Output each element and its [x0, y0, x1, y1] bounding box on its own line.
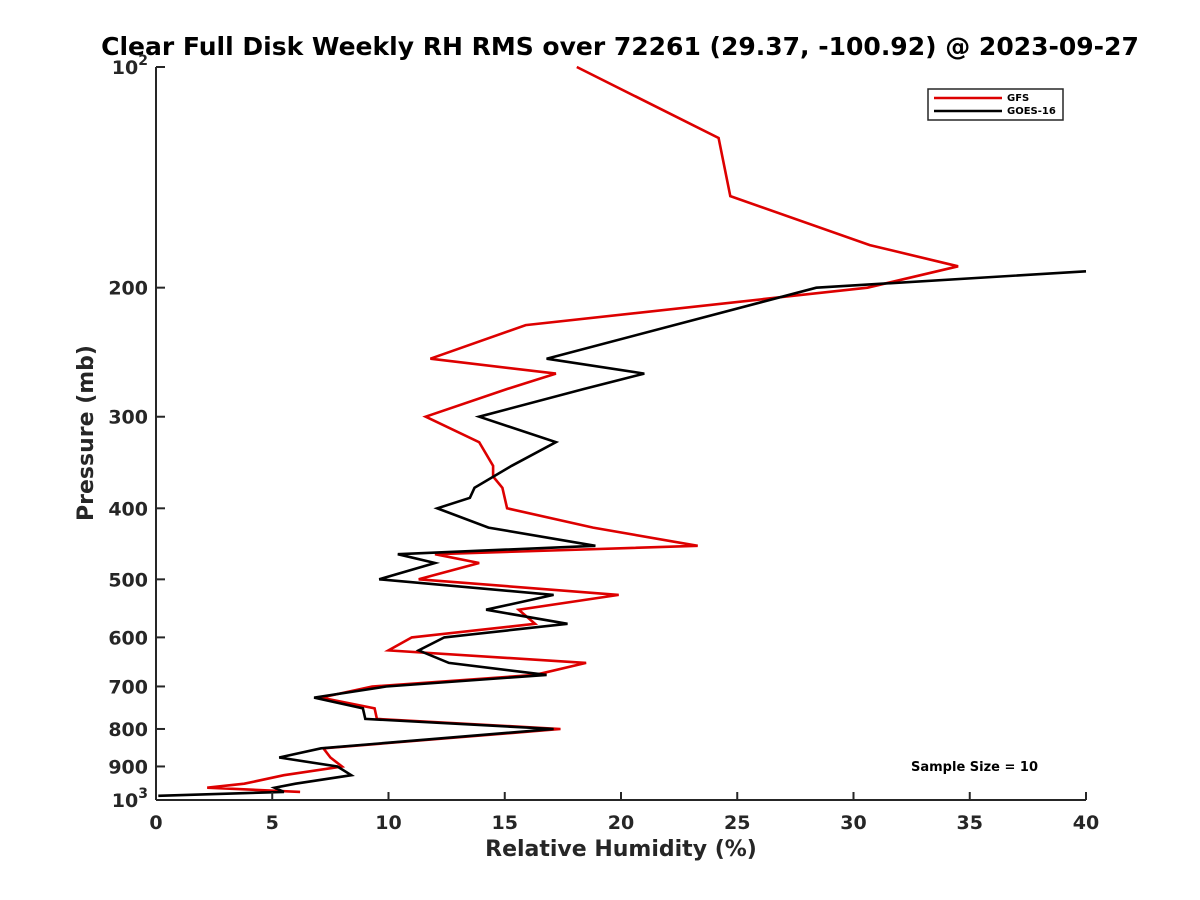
series-layer — [158, 65, 1087, 798]
plot-area — [156, 67, 1086, 800]
y-tick-label-5: 600 — [108, 627, 148, 649]
x-tick-label-7: 35 — [957, 812, 983, 834]
y-tick-label-2: 300 — [108, 407, 148, 429]
legend: GFS GOES-16 — [927, 88, 1064, 121]
x-tick-label-8: 40 — [1073, 812, 1099, 834]
series-line-goes16 — [158, 270, 1087, 798]
x-tick-label-6: 30 — [840, 812, 866, 834]
y-axis-label: Pressure (mb) — [74, 345, 99, 521]
y-tick-label-1: 200 — [108, 278, 148, 300]
x-tick-label-2: 10 — [375, 812, 401, 834]
y-tick-label-0: 102 — [112, 53, 148, 79]
x-tick-label-4: 20 — [608, 812, 634, 834]
x-ticks: 0 5 10 15 20 25 30 35 40 — [149, 792, 1099, 834]
legend-box — [927, 88, 1064, 121]
y-tick-label-7: 800 — [108, 719, 148, 741]
legend-label-gfs: GFS — [1007, 93, 1029, 104]
x-axis-label: Relative Humidity (%) — [485, 837, 757, 862]
x-tick-label-0: 0 — [149, 812, 162, 834]
chart-title: Clear Full Disk Weekly RH RMS over 72261… — [101, 32, 1139, 61]
y-tick-label-8: 900 — [108, 756, 148, 778]
y-tick-label-3: 400 — [108, 498, 148, 520]
x-tick-label-1: 5 — [266, 812, 279, 834]
y-ticks: 102 200 300 400 500 600 700 800 900 103 — [108, 53, 165, 812]
y-tick-label-6: 700 — [108, 676, 148, 698]
x-tick-label-5: 25 — [724, 812, 750, 834]
x-tick-label-3: 15 — [492, 812, 518, 834]
y-tick-label-4: 500 — [108, 569, 148, 591]
y-tick-label-9: 103 — [112, 786, 148, 812]
legend-label-goes16: GOES-16 — [1007, 106, 1056, 117]
sample-size-annotation: Sample Size = 10 — [911, 760, 1038, 775]
